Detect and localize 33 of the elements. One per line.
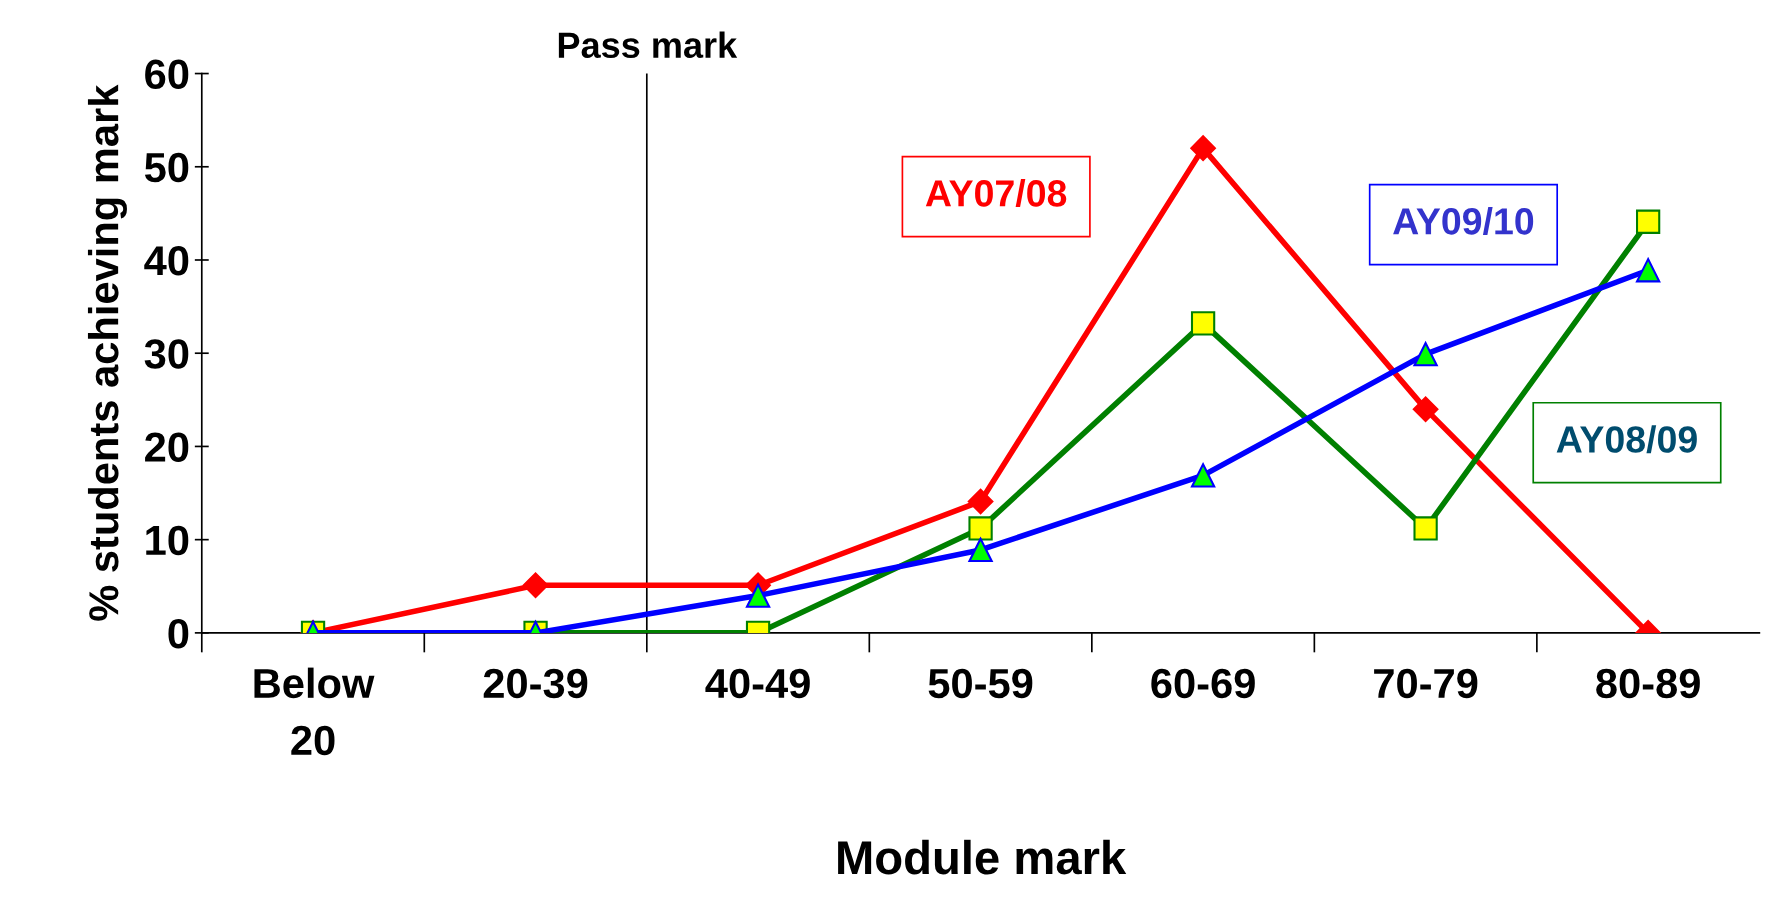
x-axis-title: Module mark bbox=[838, 839, 1127, 875]
x-tick-label: 50-59 bbox=[928, 668, 1033, 699]
y-axis-title: % students achieving mark bbox=[87, 84, 127, 621]
point bbox=[745, 583, 771, 608]
text: AY07/08 bbox=[925, 179, 1067, 208]
point bbox=[522, 572, 549, 599]
text: Pass mark bbox=[558, 31, 738, 59]
x-tick-label: 20-39 bbox=[483, 668, 588, 699]
y-tick-label: 40 bbox=[144, 245, 189, 276]
point bbox=[1413, 516, 1438, 541]
point bbox=[1190, 463, 1216, 488]
point bbox=[1635, 258, 1661, 283]
point bbox=[1635, 209, 1661, 234]
point bbox=[968, 516, 993, 541]
x-tick-label: 80-89 bbox=[1596, 668, 1700, 699]
point bbox=[968, 537, 993, 563]
y-tick-label: 10 bbox=[146, 525, 189, 556]
point bbox=[1190, 311, 1216, 336]
point bbox=[1413, 341, 1438, 367]
y-tick-label: 50 bbox=[144, 152, 189, 183]
x-tick-label: 40-49 bbox=[705, 668, 810, 699]
x-tick-label: Below 20 bbox=[254, 667, 375, 756]
x-tick-label: 70-79 bbox=[1374, 668, 1478, 699]
x-tick-label: 60-69 bbox=[1151, 668, 1255, 699]
series-label: AY08/09 bbox=[1556, 425, 1697, 454]
point bbox=[1190, 135, 1216, 161]
point bbox=[967, 488, 994, 515]
series-label: AY09/10 bbox=[1393, 207, 1534, 236]
point bbox=[1412, 396, 1439, 422]
y-tick-label: 60 bbox=[145, 59, 189, 90]
y-tick-label: 20 bbox=[145, 432, 189, 462]
y-tick-label: 30 bbox=[144, 339, 189, 369]
y-tick-label: 0 bbox=[168, 618, 189, 649]
